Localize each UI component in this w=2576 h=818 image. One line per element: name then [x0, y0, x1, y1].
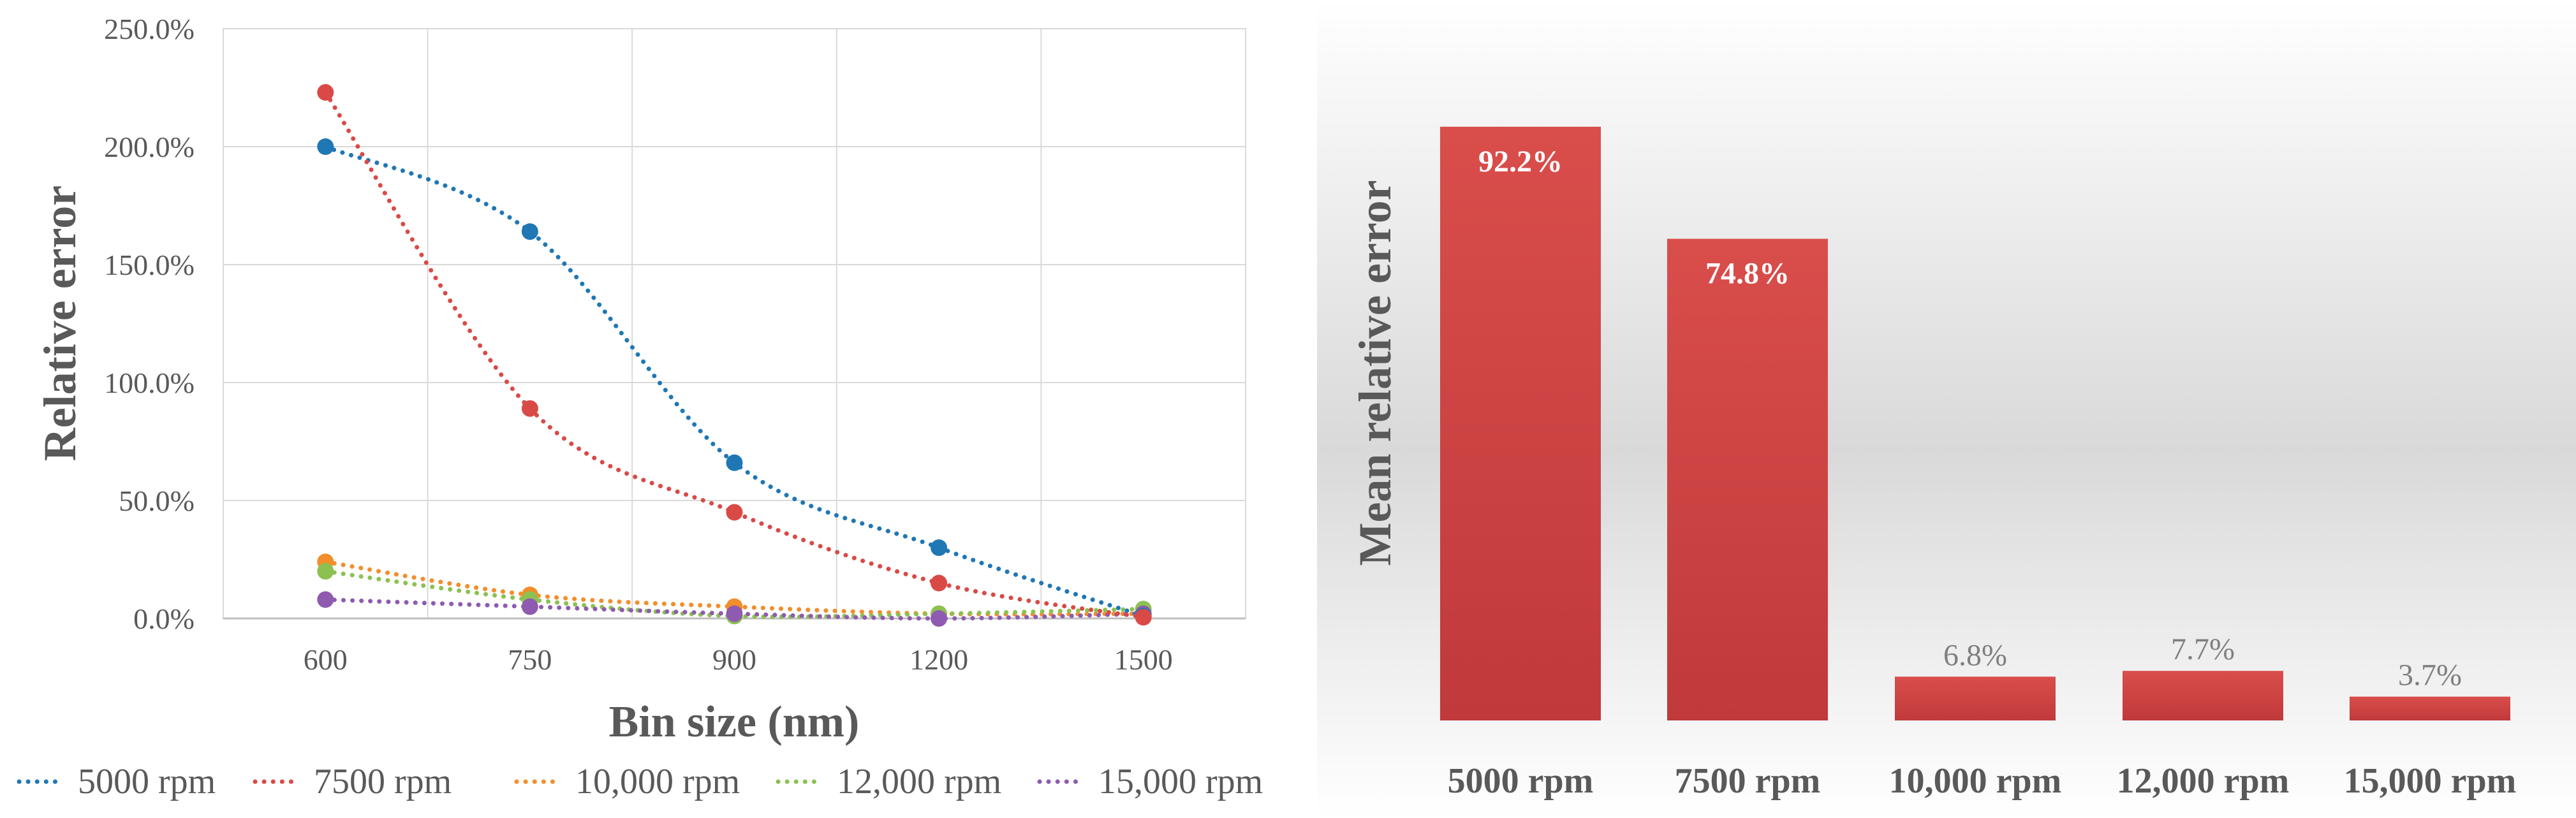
bar-value-label: 6.8%	[1943, 638, 2007, 672]
legend-label: 15,000 rpm	[1098, 762, 1263, 801]
left-gridlines	[223, 28, 1246, 620]
left-x-axis-label: Bin size (nm)	[609, 697, 860, 747]
data-point-5000-rpm	[726, 454, 743, 471]
data-point-7500-rpm	[521, 400, 538, 417]
legend-label: 7500 rpm	[314, 762, 452, 801]
left-y-tick-label: 150.0%	[104, 249, 195, 281]
right-x-tick-label: 5000 rpm	[1448, 761, 1594, 801]
data-point-7500-rpm	[931, 574, 948, 592]
trendline-5000-rpm	[323, 144, 1146, 618]
left-y-tick-label: 250.0%	[104, 13, 195, 45]
legend-label: 10,000 rpm	[575, 762, 740, 801]
bar-value-label: 7.7%	[2171, 632, 2235, 666]
bar-value-label: 74.8%	[1705, 257, 1790, 291]
left-legend: 5000 rpm 7500 rpm 10,000 rpm 12,000 rpm 15,0…	[17, 762, 1263, 801]
right-x-tick-labels: 5000 rpm 7500 rpm 10,000 rpm 12,000 rpm 15,0…	[1448, 761, 2517, 801]
right-bars: 92.2% 74.8% 6.8% 7.7% 3.7%	[1440, 126, 2510, 720]
trendline-15-000-rpm	[323, 597, 1146, 621]
bar	[2350, 696, 2510, 720]
data-point-7500-rpm	[317, 84, 334, 101]
right-x-tick-label: 10,000 rpm	[1889, 761, 2062, 801]
right-x-tick-label: 12,000 rpm	[2117, 761, 2290, 801]
left-x-tick-label: 1200	[909, 643, 968, 676]
data-point-15-000-rpm	[726, 605, 743, 622]
right-x-tick-label: 15,000 rpm	[2344, 761, 2517, 801]
data-point-5000-rpm	[931, 539, 948, 556]
legend-label: 5000 rpm	[78, 762, 216, 801]
data-point-5000-rpm	[521, 223, 538, 240]
bar	[1440, 126, 1601, 720]
left-x-tick-label: 1500	[1114, 643, 1173, 676]
data-point-15-000-rpm	[521, 598, 538, 615]
left-y-tick-label: 0.0%	[133, 603, 195, 635]
trendline-7500-rpm	[323, 90, 1146, 620]
left-x-tick-label: 900	[712, 643, 756, 676]
left-y-tick-labels: 0.0% 50.0% 100.0% 150.0% 200.0% 250.0%	[104, 13, 195, 635]
data-point-12-000-rpm	[317, 563, 334, 580]
bar	[2123, 671, 2283, 720]
left-y-axis-label: Relative error	[34, 186, 85, 461]
data-point-7500-rpm	[1135, 609, 1152, 626]
bar	[1895, 676, 2056, 720]
left-y-tick-label: 100.0%	[104, 367, 195, 399]
data-point-15-000-rpm	[317, 591, 334, 608]
left-y-tick-label: 200.0%	[104, 131, 195, 163]
right-x-tick-label: 7500 rpm	[1675, 761, 1821, 801]
data-point-5000-rpm	[317, 138, 334, 155]
left-data-points	[317, 84, 1152, 627]
left-plot-area	[223, 28, 1246, 619]
mean-relative-error-chart: Mean relative error 92.2% 74.8% 6.8% 7.7% 3.…	[1317, 0, 2576, 818]
legend-label: 12,000 rpm	[837, 762, 1001, 801]
left-x-tick-label: 600	[304, 643, 348, 676]
data-point-15-000-rpm	[931, 610, 948, 627]
bar-value-label: 92.2%	[1478, 145, 1563, 179]
left-y-tick-label: 50.0%	[119, 485, 195, 517]
right-y-axis-label: Mean relative error	[1350, 180, 1401, 566]
bar-value-label: 3.7%	[2398, 659, 2462, 692]
left-x-tick-labels: 600 750 900 1200 1500	[304, 643, 1173, 676]
relative-error-chart: 0.0% 50.0% 100.0% 150.0% 200.0% 250.0% 600 750…	[17, 13, 1263, 801]
data-point-7500-rpm	[726, 504, 743, 521]
left-x-tick-label: 750	[508, 643, 552, 676]
bar	[1667, 238, 1828, 720]
